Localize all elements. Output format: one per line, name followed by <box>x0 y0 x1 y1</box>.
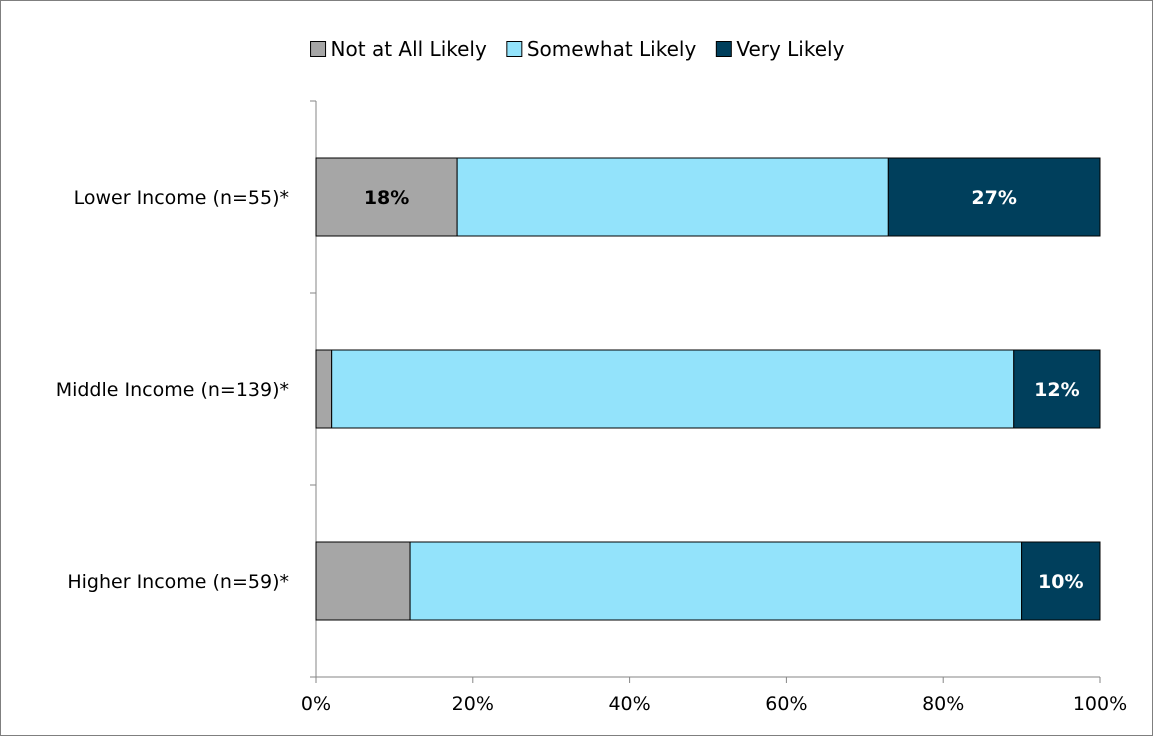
category-label-higher-income-n-59: Higher Income (n=59)* <box>67 571 289 593</box>
bar-very-likely-higher-income-n-59 <box>1021 541 1101 621</box>
data-label-very-likely-lower-income-n-55: 27% <box>971 187 1016 209</box>
x-tick-label: 20% <box>452 693 494 715</box>
data-label-very-likely-higher-income-n-59: 10% <box>1038 571 1083 593</box>
legend: Not at All Likely Somewhat Likely Very Lik… <box>310 37 845 61</box>
x-tick-label: 80% <box>922 693 964 715</box>
bar-very-likely-lower-income-n-55 <box>887 157 1101 237</box>
bar-somewhat-likely-higher-income-n-59 <box>409 541 1023 621</box>
category-label-middle-income-n-139: Middle Income (n=139)* <box>56 379 289 401</box>
legend-label-somewhat-likely: Somewhat Likely <box>527 37 697 61</box>
legend-label-not-at-all-likely: Not at All Likely <box>331 37 487 61</box>
legend-swatch-not-at-all-likely <box>310 41 327 57</box>
data-label-very-likely-middle-income-n-139: 12% <box>1034 379 1079 401</box>
data-labels: 18% 27% 12% 10% <box>364 187 1084 593</box>
axes: 0% 20% 40% 60% 80% 100% Lower Income (n=55)* Mi… <box>56 100 1127 715</box>
bar-somewhat-likely-middle-income-n-139 <box>331 349 1015 429</box>
bar-not-at-all-likely-middle-income-n-139 <box>315 349 333 429</box>
legend-swatch-very-likely <box>715 41 732 57</box>
legend-label-very-likely: Very Likely <box>736 37 844 61</box>
bars <box>315 157 1101 621</box>
x-tick-label: 60% <box>765 693 807 715</box>
x-tick-label: 40% <box>608 693 650 715</box>
legend-swatch-somewhat-likely <box>506 41 523 57</box>
x-tick-label: 100% <box>1073 693 1127 715</box>
bar-not-at-all-likely-higher-income-n-59 <box>315 541 411 621</box>
data-label-not-at-all-likely-lower-income-n-55: 18% <box>364 187 409 209</box>
bar-very-likely-middle-income-n-139 <box>1013 349 1101 429</box>
x-tick-label: 0% <box>301 693 331 715</box>
bar-somewhat-likely-lower-income-n-55 <box>456 157 889 237</box>
category-label-lower-income-n-55: Lower Income (n=55)* <box>74 187 289 209</box>
